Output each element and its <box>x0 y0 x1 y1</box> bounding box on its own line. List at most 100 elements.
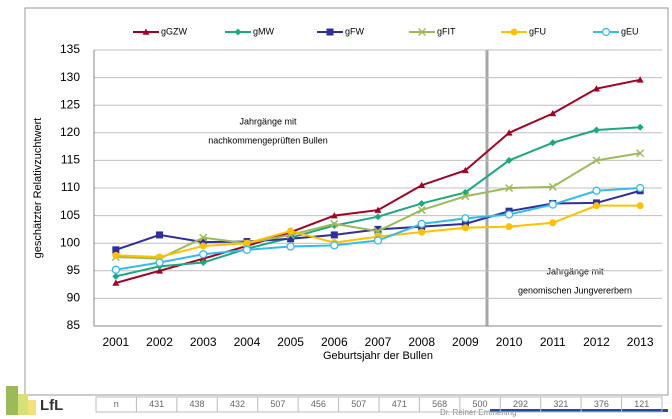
marker <box>461 192 470 201</box>
y-axis-label: geschätzter Relativzuchtwert <box>32 118 44 259</box>
marker <box>592 156 601 165</box>
marker <box>548 182 557 191</box>
marker <box>592 202 600 210</box>
x-tick-label: 2002 <box>146 335 173 349</box>
marker <box>156 253 164 261</box>
marker <box>417 206 426 215</box>
marker <box>636 202 644 210</box>
marker <box>287 227 295 235</box>
annotation: nachkommengeprüften Bullen <box>208 135 328 145</box>
marker <box>199 250 208 259</box>
marker <box>549 139 557 147</box>
marker <box>155 258 164 267</box>
legend-marker <box>510 28 518 36</box>
x-tick-label: 2005 <box>277 335 304 349</box>
marker <box>592 126 600 134</box>
table-cell: 321 <box>553 399 568 409</box>
marker <box>112 246 120 254</box>
legend-label: gFU <box>529 26 546 36</box>
logo-text: LfL <box>40 397 63 414</box>
x-tick-label: 2012 <box>583 335 610 349</box>
legend-marker <box>234 28 242 36</box>
logo-mark <box>18 394 28 415</box>
marker <box>636 149 645 158</box>
y-tick-label: 110 <box>61 180 80 194</box>
table-cell: 432 <box>230 399 245 409</box>
marker <box>505 156 513 164</box>
marker <box>548 200 557 209</box>
x-tick-label: 2001 <box>102 335 129 349</box>
footer: Dr. Reiner Emmerling <box>440 408 516 417</box>
annotation: genomischen Jungvererbern <box>518 285 632 295</box>
table-cell: 500 <box>473 399 488 409</box>
marker <box>592 85 600 92</box>
marker <box>199 259 207 267</box>
marker <box>286 242 295 251</box>
table-cell: 507 <box>351 399 366 409</box>
marker <box>461 224 469 232</box>
marker <box>111 265 120 274</box>
y-tick-label: 135 <box>60 42 80 56</box>
marker <box>112 272 120 280</box>
marker <box>112 279 120 286</box>
marker <box>330 219 339 228</box>
legend-marker <box>417 27 427 37</box>
legend-label: gFW <box>345 26 365 36</box>
x-tick-label: 2011 <box>540 335 566 349</box>
table-cell: 121 <box>634 399 649 409</box>
marker <box>373 236 383 245</box>
marker <box>505 223 513 231</box>
y-tick-label: 120 <box>60 125 80 139</box>
x-tick-label: 2003 <box>190 335 217 349</box>
legend-label: gFIT <box>437 26 456 36</box>
marker <box>330 241 339 250</box>
marker <box>243 239 251 247</box>
table-cell: 376 <box>594 399 609 409</box>
marker <box>636 76 644 83</box>
y-tick-label: 90 <box>67 291 81 305</box>
table-cell: 292 <box>513 399 528 409</box>
table-cell: 431 <box>149 399 164 409</box>
x-tick-label: 2013 <box>627 335 654 349</box>
marker <box>199 238 207 246</box>
marker <box>418 228 426 236</box>
marker <box>592 186 601 195</box>
marker <box>199 233 208 242</box>
marker <box>549 219 557 227</box>
x-tick-label: 2006 <box>321 335 348 349</box>
y-tick-label: 115 <box>61 153 80 167</box>
legend-label: gEU <box>621 26 639 36</box>
y-tick-label: 105 <box>60 208 80 222</box>
marker <box>373 227 383 236</box>
legend-label: gGZW <box>161 26 188 36</box>
marker <box>418 199 426 207</box>
marker <box>242 245 252 254</box>
logo-mark <box>6 386 18 415</box>
marker <box>549 109 557 117</box>
table-cell: 456 <box>311 399 326 409</box>
marker <box>461 166 469 174</box>
x-tick-label: 2007 <box>365 335 392 349</box>
logo-mark <box>28 400 36 415</box>
marker <box>374 213 382 221</box>
annotation: Jahrgänge mit <box>546 266 604 276</box>
marker <box>330 231 338 239</box>
y-tick-label: 100 <box>60 235 80 249</box>
marker <box>156 231 164 239</box>
y-tick-label: 125 <box>60 97 80 111</box>
marker <box>505 129 513 136</box>
marker <box>418 181 426 189</box>
x-tick-label: 2008 <box>408 335 435 349</box>
table-cell: 471 <box>392 399 407 409</box>
table-cell: 438 <box>190 399 205 409</box>
marker <box>461 214 470 223</box>
marker <box>505 183 514 193</box>
legend-label: gMW <box>253 26 275 36</box>
legend-marker <box>142 28 150 35</box>
marker <box>636 123 644 131</box>
x-tick-label: 2009 <box>452 335 479 349</box>
marker <box>112 251 120 259</box>
y-tick-label: 85 <box>67 318 81 332</box>
table-cell: 568 <box>432 399 447 409</box>
legend-marker <box>326 28 334 36</box>
